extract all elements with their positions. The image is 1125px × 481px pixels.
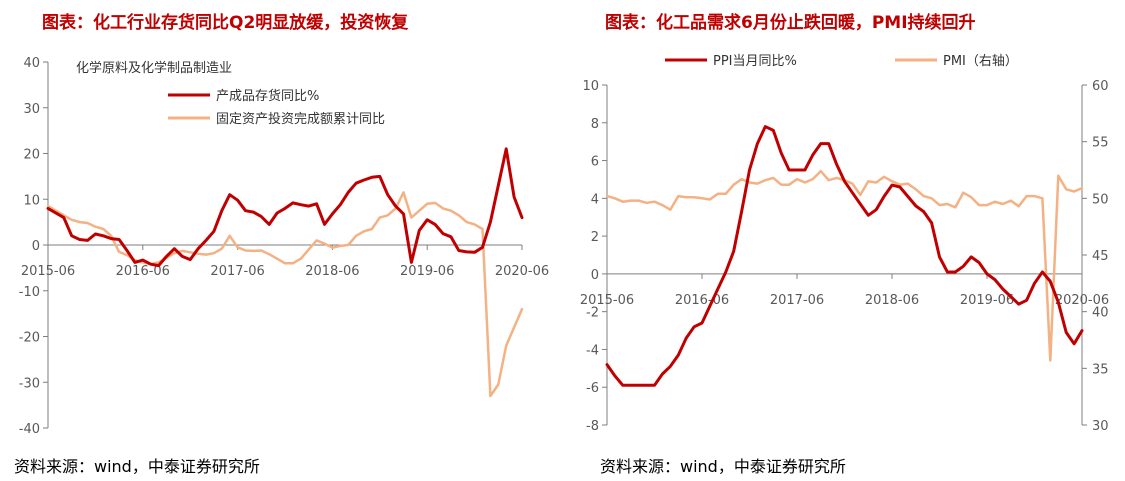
legend-label: PPI当月同比% [713,54,797,69]
y-tick-label: 0 [591,268,599,283]
chart-title: 图表：化工品需求6月份止跌回暖，PMI持续回升 [605,13,976,33]
y2-tick-label: 50 [1092,192,1109,207]
y-tick-label: 20 [23,148,40,163]
x-tick-label: 2016-06 [675,293,729,308]
x-tick-label: 2020-06 [495,264,549,279]
y2-tick-label: 40 [1092,306,1109,321]
y-tick-label: 4 [591,192,599,207]
y-tick-label: 8 [591,117,599,132]
series-line-1 [605,125,1084,387]
x-tick-label: 2015-06 [21,264,75,279]
x-tick-label: 2017-06 [210,264,264,279]
y-tick-label: 10 [582,79,599,94]
ppi-pmi-chart: -8 -6 -4 -2 0 2 4 6 8 10 30 35 40 45 50 55 60 2015-06 2016… [580,54,1109,434]
y2-tick-label: 35 [1092,362,1109,377]
inventory-investment-chart: -40 -30 -20 -10 0 10 20 30 40 2015-06 2016-06 2017-… [19,56,549,437]
x-tick-label: 2015-06 [580,293,634,308]
y2-tick-label: 30 [1092,419,1109,434]
series-line-2 [46,191,524,398]
y-tick-label: -40 [19,422,40,437]
x-tick-label: 2018-06 [305,264,359,279]
legend-label: PMI（右轴） [943,54,1018,69]
source-note: 资料来源：wind，中泰证券研究所 [600,457,846,476]
y-tick-label: 30 [23,102,40,117]
legend-label: 产成品存货同比% [216,88,319,104]
right-chart-panel: 图表：化工品需求6月份止跌回暖，PMI持续回升 -8 -6 -4 -2 0 2 4 6 8 10 3… [565,0,1125,481]
y-tick-label: -4 [586,343,599,358]
y2-tick-label: 45 [1092,249,1109,264]
y2-tick-label: 55 [1092,136,1109,151]
y-tick-label: -20 [19,331,40,346]
source-note: 资料来源：wind，中泰证券研究所 [14,457,260,476]
x-tick-label: 2017-06 [770,293,824,308]
y-tick-label: -10 [19,285,40,300]
y-tick-label: 10 [23,193,40,208]
legend-label: 固定资产投资完成额累计同比 [216,111,385,127]
x-tick-label: 2016-06 [116,264,170,279]
y-tick-label: 6 [591,155,599,170]
series-line-1 [46,147,524,268]
y2-tick-label: 60 [1092,79,1109,94]
x-tick-label: 2018-06 [865,293,919,308]
y-tick-label: -8 [586,419,599,434]
chart-subtitle: 化学原料及化学制品制造业 [76,60,232,76]
x-tick-label: 2020-06 [1055,293,1109,308]
y-tick-label: -30 [19,376,40,391]
x-tick-label: 2019-06 [960,293,1014,308]
y-tick-label: 2 [591,230,599,245]
y-tick-label: 0 [32,239,40,254]
series-line-2 [605,169,1084,362]
y-tick-label: -6 [586,381,599,396]
left-chart-panel: 图表：化工行业存货同比Q2明显放缓，投资恢复 -40 -30 -20 -10 0 10 20… [0,0,560,481]
y-tick-label: 40 [23,56,40,71]
y-tick-label: -2 [586,306,599,321]
x-tick-label: 2019-06 [400,264,454,279]
chart-title: 图表：化工行业存货同比Q2明显放缓，投资恢复 [42,13,409,33]
